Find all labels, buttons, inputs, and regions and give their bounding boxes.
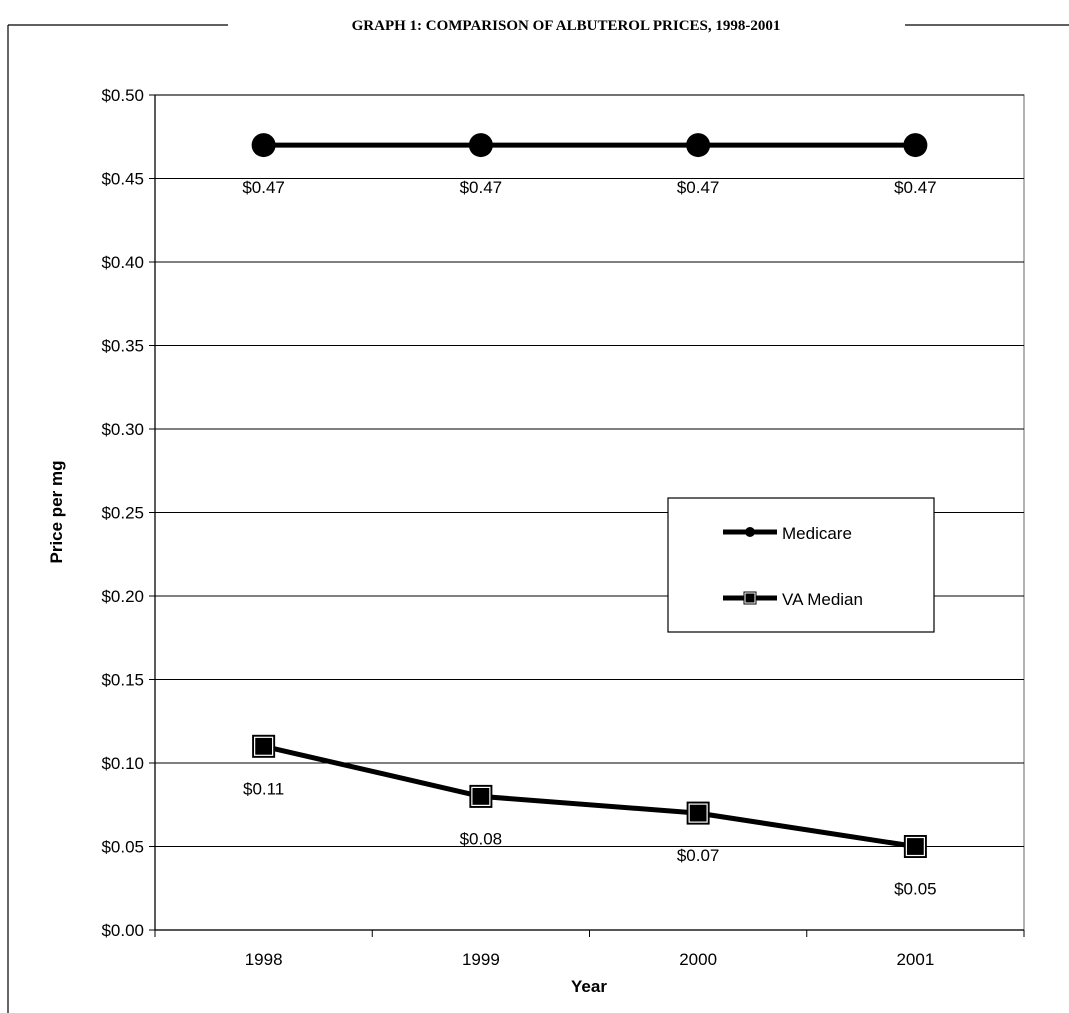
- data-point-medicare: [468, 133, 493, 158]
- x-tick-label: 1999: [462, 950, 500, 969]
- data-label: $0.47: [242, 178, 285, 197]
- data-label: $0.11: [243, 779, 284, 798]
- data-point-inner-va-median: [905, 836, 925, 857]
- y-tick-label: $0.05: [101, 838, 144, 857]
- x-tick-labels: 1998 1999 2000 2001: [245, 950, 935, 969]
- data-point-medicare: [251, 133, 276, 158]
- series: [251, 133, 928, 858]
- data-label: $0.05: [894, 880, 937, 899]
- x-axis-title: Year: [571, 977, 607, 996]
- data-point-va-median: [686, 801, 710, 825]
- legend-label-medicare: Medicare: [782, 524, 852, 543]
- data-point-va-median: [252, 734, 276, 758]
- y-tick-label: $0.50: [101, 86, 144, 105]
- y-tick-label: $0.35: [101, 337, 144, 356]
- data-point-inner-va-median: [688, 803, 708, 823]
- x-tick-label: 2001: [896, 950, 934, 969]
- legend: Medicare VA Median: [667, 497, 935, 633]
- data-label: $0.47: [677, 178, 720, 197]
- legend-marker-va-median: [744, 592, 756, 604]
- y-tick-label: $0.40: [101, 253, 144, 272]
- y-tick-label: $0.30: [101, 420, 144, 439]
- va-median-line: [263, 743, 916, 849]
- legend-marker-medicare: [745, 527, 755, 537]
- chart-title: GRAPH 1: COMPARISON OF ALBUTEROL PRICES,…: [352, 18, 781, 34]
- data-labels: $0.47 $0.47 $0.47 $0.47 $0.11 $0.08 $0.07 $0.05: [242, 178, 936, 898]
- y-tick-label: $0.10: [101, 754, 144, 773]
- data-label: $0.47: [894, 178, 937, 197]
- data-point-medicare: [903, 133, 928, 158]
- data-label: $0.08: [460, 829, 503, 848]
- axes: [149, 94, 1025, 937]
- y-tick-label: $0.15: [101, 671, 144, 690]
- legend-label-va-median: VA Median: [782, 590, 863, 609]
- legend-box: [667, 497, 935, 633]
- data-point-medicare: [686, 133, 711, 158]
- y-tick-label: $0.00: [101, 921, 144, 940]
- x-tick-label: 2000: [679, 950, 717, 969]
- data-point-va-median: [469, 784, 493, 808]
- y-tick-label: $0.25: [101, 504, 144, 523]
- y-tick-labels: $0.00 $0.05 $0.10 $0.15 $0.20 $0.25 $0.30 $0.35…: [101, 86, 144, 940]
- x-tick-label: 1998: [245, 950, 283, 969]
- data-point-inner-va-median: [254, 736, 274, 756]
- y-tick-label: $0.45: [101, 170, 144, 189]
- data-point-va-median: [903, 835, 927, 858]
- legend-marker-va-median-outline: [743, 591, 757, 605]
- data-label: $0.47: [460, 178, 503, 197]
- data-label: $0.07: [677, 846, 720, 865]
- y-axis-title: Price per mg: [47, 461, 66, 564]
- data-point-inner-va-median: [471, 786, 491, 807]
- y-tick-label: $0.20: [101, 587, 144, 606]
